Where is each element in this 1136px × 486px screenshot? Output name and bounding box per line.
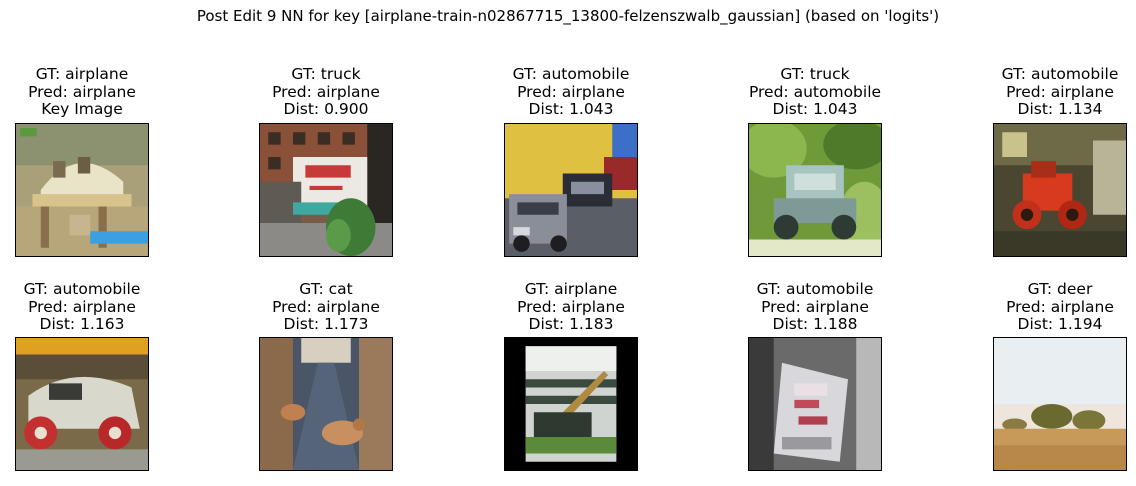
dist-label: Dist: 1.163 <box>39 315 125 333</box>
key-image-thumbnail <box>15 123 149 257</box>
neighbor-panel-3: GT: truck Pred: automobile Dist: 1.043 <box>695 65 935 119</box>
dist-label: Dist: 1.043 <box>528 100 614 118</box>
gt-label: GT: automobile <box>23 280 141 298</box>
pred-label: Pred: airplane <box>28 82 136 101</box>
figure-title: Post Edit 9 NN for key [airplane-train-n… <box>196 7 940 25</box>
dist-label: Dist: 1.134 <box>1017 100 1103 118</box>
neighbor-panel-7: GT: airplane Pred: airplane Dist: 1.183 <box>451 280 691 334</box>
gt-label: GT: airplane <box>35 65 129 83</box>
neighbor-thumbnail-6 <box>259 337 393 471</box>
dist-label: Dist: 0.900 <box>283 100 369 118</box>
neighbor-thumbnail-3 <box>748 123 882 257</box>
neighbor-panel-9: GT: deer Pred: airplane Dist: 1.194 <box>940 280 1136 334</box>
gt-label: GT: deer <box>1027 280 1093 298</box>
neighbor-thumbnail-2 <box>504 123 638 257</box>
pred-label: Pred: airplane <box>761 297 869 316</box>
gt-label: GT: truck <box>780 65 850 83</box>
neighbor-panel-5: GT: automobile Pred: airplane Dist: 1.16… <box>0 280 202 334</box>
neighbor-panel-1: GT: truck Pred: airplane Dist: 0.900 <box>206 65 446 119</box>
dist-label: Dist: 1.043 <box>772 100 858 118</box>
neighbor-panel-8: GT: automobile Pred: airplane Dist: 1.18… <box>695 280 935 334</box>
neighbor-thumbnail-4 <box>993 123 1127 257</box>
neighbor-thumbnail-8 <box>748 337 882 471</box>
pred-label: Pred: airplane <box>28 297 136 316</box>
pred-label: Pred: airplane <box>1006 82 1114 101</box>
pred-label: Pred: airplane <box>517 82 625 101</box>
gt-label: GT: cat <box>299 280 353 298</box>
dist-label: Dist: 1.194 <box>1017 315 1103 333</box>
dist-label: Dist: 1.173 <box>283 315 369 333</box>
neighbor-panel-6: GT: cat Pred: airplane Dist: 1.173 <box>206 280 446 334</box>
pred-label: Pred: automobile <box>748 82 882 101</box>
neighbor-thumbnail-7 <box>504 337 638 471</box>
pred-label: Pred: airplane <box>1006 297 1114 316</box>
neighbor-panel-2: GT: automobile Pred: airplane Dist: 1.04… <box>451 65 691 119</box>
gt-label: GT: truck <box>291 65 361 83</box>
panel-key: GT: airplane Pred: airplane Key Image <box>0 65 202 119</box>
key-image-label: Key Image <box>41 100 123 118</box>
gt-label: GT: automobile <box>1001 65 1119 83</box>
pred-label: Pred: airplane <box>272 297 380 316</box>
neighbor-thumbnail-9 <box>993 337 1127 471</box>
gt-label: GT: airplane <box>524 280 618 298</box>
neighbor-thumbnail-1 <box>259 123 393 257</box>
dist-label: Dist: 1.183 <box>528 315 614 333</box>
dist-label: Dist: 1.188 <box>772 315 858 333</box>
neighbor-thumbnail-5 <box>15 337 149 471</box>
pred-label: Pred: airplane <box>517 297 625 316</box>
gt-label: GT: automobile <box>756 280 874 298</box>
neighbor-panel-4: GT: automobile Pred: airplane Dist: 1.13… <box>940 65 1136 119</box>
gt-label: GT: automobile <box>512 65 630 83</box>
pred-label: Pred: airplane <box>272 82 380 101</box>
